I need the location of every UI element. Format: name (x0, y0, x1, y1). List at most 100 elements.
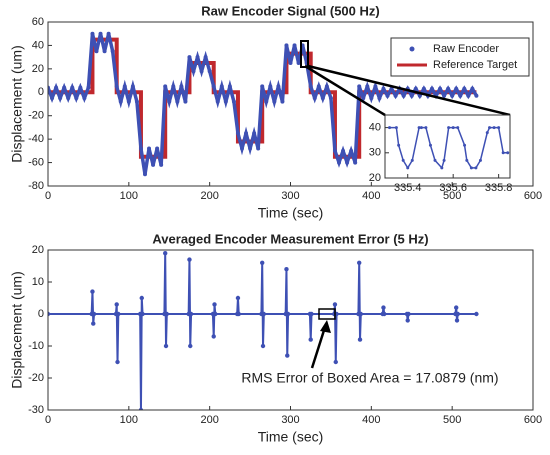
point (248, 146, 253, 151)
point (188, 343, 193, 349)
point (114, 84, 119, 89)
annotation: RMS Error of Boxed Area = 17.0879 (nm) (241, 370, 498, 386)
plot-content (388, 126, 510, 170)
point (116, 311, 121, 317)
x-tick-label: 500 (443, 414, 461, 426)
y-tick-label: -20 (28, 372, 44, 384)
y-axis-label: Displacement (um) (9, 271, 25, 388)
point (164, 311, 170, 317)
point (458, 93, 463, 98)
point (188, 311, 194, 317)
point (357, 337, 363, 342)
point (456, 126, 460, 130)
point (492, 126, 496, 130)
point (203, 55, 208, 60)
point (424, 126, 428, 130)
chart-title: Raw Encoder Signal (500 Hz) (201, 3, 379, 18)
point (126, 99, 131, 104)
point (454, 86, 459, 91)
point (110, 49, 115, 54)
point (488, 126, 492, 130)
point (260, 260, 265, 265)
y-tick-label: 0 (38, 86, 44, 98)
point (212, 302, 217, 307)
boxed-area (318, 308, 336, 320)
x-tick-label: 300 (281, 414, 299, 426)
y-tick-label: 60 (32, 16, 44, 28)
point (417, 126, 421, 130)
point (90, 289, 95, 294)
x-tick-label: 335.4 (394, 182, 422, 194)
point (332, 148, 337, 153)
point (440, 166, 444, 170)
point (446, 86, 451, 91)
point (78, 85, 83, 90)
zoom-connector (307, 64, 511, 117)
point (134, 99, 139, 104)
point (442, 158, 446, 162)
panel: 0 100 200 300 400 500 600 -30 -20 -10 0 10 20 Average… (9, 231, 542, 444)
point (406, 166, 410, 170)
y-tick-label: -40 (28, 133, 44, 145)
y-tick-label: 0 (38, 308, 44, 320)
point (91, 311, 97, 317)
point (358, 311, 364, 317)
x-tick-label: 200 (200, 414, 218, 426)
point (406, 311, 411, 317)
y-tick-label: 40 (32, 39, 44, 51)
point (349, 148, 354, 153)
point (316, 84, 321, 89)
point (138, 407, 144, 410)
point (409, 93, 414, 98)
point (195, 55, 200, 60)
panel: 335.4 335.6 335.8 20 30 40 (369, 114, 512, 194)
point (463, 143, 467, 147)
point (187, 257, 192, 262)
point (442, 93, 447, 98)
point (284, 267, 289, 272)
point (388, 126, 392, 130)
point (280, 99, 285, 104)
point (231, 99, 236, 104)
point (357, 84, 362, 89)
y-tick-label: 20 (32, 63, 44, 75)
y-tick-label: -80 (28, 180, 44, 192)
point (276, 84, 281, 89)
point (122, 84, 127, 89)
point (130, 84, 135, 89)
point (187, 55, 192, 60)
y-tick-label: 20 (369, 172, 381, 184)
point (284, 43, 289, 48)
point (86, 85, 91, 90)
x-tick-label: 600 (524, 190, 542, 202)
point (333, 359, 338, 365)
point (381, 305, 386, 310)
y-tick-label: 10 (32, 276, 44, 288)
point (413, 86, 418, 91)
point (308, 84, 313, 89)
point (292, 43, 297, 48)
point (91, 321, 96, 326)
x-tick-label: 400 (362, 190, 380, 202)
point (419, 126, 423, 130)
point (159, 162, 164, 167)
point (163, 343, 169, 349)
point (501, 151, 505, 155)
point (497, 126, 501, 130)
point (337, 160, 341, 165)
point (285, 353, 290, 358)
point (74, 96, 79, 101)
legend-box (390, 37, 530, 77)
point (485, 131, 489, 135)
legend-label: Reference Target (433, 59, 517, 71)
point (469, 166, 473, 170)
legend-swatch (409, 46, 415, 52)
point (115, 359, 120, 365)
point (82, 96, 87, 101)
point (332, 302, 338, 307)
point (260, 343, 266, 349)
point (268, 84, 273, 89)
y-tick-label: -20 (28, 110, 44, 122)
point (139, 295, 144, 301)
point (261, 311, 267, 317)
